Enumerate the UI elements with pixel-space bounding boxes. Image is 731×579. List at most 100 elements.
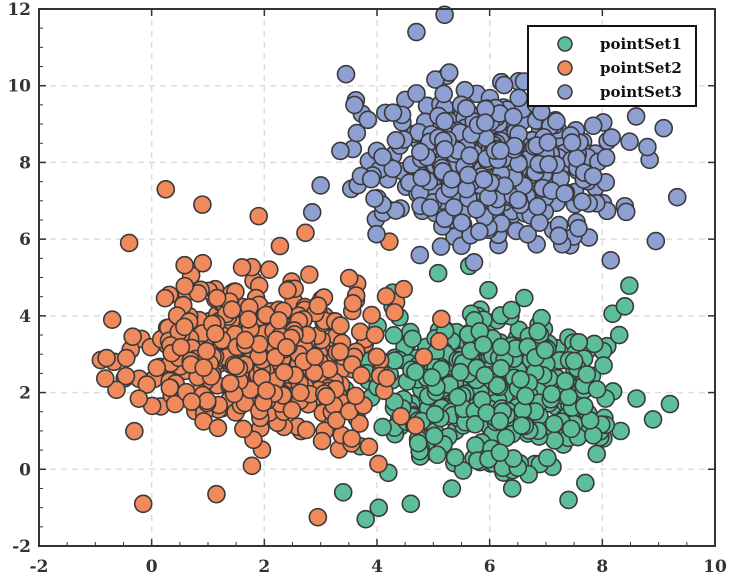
data-point: [368, 348, 385, 365]
data-point: [118, 350, 135, 367]
data-point: [223, 301, 240, 318]
data-point: [407, 417, 424, 434]
data-point: [436, 113, 453, 130]
data-point: [297, 224, 314, 241]
data-point: [278, 339, 295, 356]
data-point: [240, 311, 257, 328]
data-point: [347, 387, 364, 404]
data-point: [504, 480, 521, 497]
y-tick-label: 2: [19, 384, 31, 404]
data-point: [352, 323, 369, 340]
data-point: [480, 282, 497, 299]
data-point: [560, 388, 577, 405]
data-point: [121, 234, 138, 251]
data-point: [423, 369, 440, 386]
x-tick-label: 4: [371, 557, 383, 577]
data-point: [395, 281, 412, 298]
data-point: [492, 142, 509, 159]
data-point: [602, 252, 619, 269]
data-point: [655, 120, 672, 137]
data-point: [374, 148, 391, 165]
data-point: [227, 358, 244, 375]
data-point: [563, 420, 580, 437]
data-point: [647, 233, 664, 250]
data-point: [471, 223, 488, 240]
legend-label: pointSet1: [600, 35, 682, 53]
data-point: [585, 168, 602, 185]
data-point: [360, 438, 377, 455]
data-point: [435, 85, 452, 102]
data-point: [566, 353, 583, 370]
data-point: [124, 328, 141, 345]
data-point: [431, 333, 448, 350]
data-point: [276, 364, 293, 381]
y-tick-label: 10: [7, 77, 31, 97]
data-point: [237, 332, 254, 349]
data-point: [198, 343, 215, 360]
data-point: [441, 64, 458, 81]
data-point: [209, 290, 226, 307]
data-point: [586, 335, 603, 352]
data-point: [332, 317, 349, 334]
data-point: [413, 169, 430, 186]
data-point: [505, 108, 522, 125]
data-point: [433, 238, 450, 255]
data-point: [338, 66, 355, 83]
data-point: [387, 132, 404, 149]
data-point: [476, 367, 493, 384]
data-point: [458, 100, 475, 117]
data-point: [343, 430, 360, 447]
data-point: [335, 484, 352, 501]
data-point: [510, 192, 527, 209]
data-point: [443, 171, 460, 188]
data-point: [645, 411, 662, 428]
data-point: [574, 193, 591, 210]
y-tick-label: 12: [7, 0, 31, 20]
data-point: [585, 427, 602, 444]
data-point: [312, 177, 329, 194]
data-point: [357, 511, 374, 528]
data-point: [176, 318, 193, 335]
data-point: [261, 261, 278, 278]
data-point: [97, 370, 114, 387]
legend-marker: [558, 61, 572, 75]
data-point: [443, 480, 460, 497]
data-point: [161, 379, 178, 396]
data-point: [621, 133, 638, 150]
data-point: [577, 474, 594, 491]
data-point: [560, 491, 577, 508]
data-point: [556, 185, 573, 202]
data-point: [392, 408, 409, 425]
data-point: [332, 343, 349, 360]
data-point: [301, 266, 318, 283]
data-point: [209, 419, 226, 436]
legend-label: pointSet3: [600, 83, 682, 101]
data-point: [194, 196, 211, 213]
data-point: [427, 406, 444, 423]
data-point: [449, 389, 466, 406]
data-point: [513, 417, 530, 434]
data-point: [250, 208, 267, 225]
data-point: [279, 282, 296, 299]
data-point: [429, 446, 446, 463]
data-point: [453, 214, 470, 231]
data-point: [309, 297, 326, 314]
data-point: [661, 396, 678, 413]
data-point: [378, 370, 395, 387]
data-point: [172, 339, 189, 356]
data-point: [461, 147, 478, 164]
data-point: [510, 89, 527, 106]
data-point: [598, 149, 615, 166]
data-point: [157, 290, 174, 307]
data-point: [222, 375, 239, 392]
data-point: [595, 357, 612, 374]
data-point: [445, 199, 462, 216]
y-tick-label: -2: [12, 537, 31, 557]
legend-label: pointSet2: [600, 59, 682, 77]
data-point: [576, 398, 593, 415]
x-tick-label: 8: [596, 557, 608, 577]
data-point: [539, 449, 556, 466]
data-point: [344, 295, 361, 312]
data-point: [258, 382, 275, 399]
